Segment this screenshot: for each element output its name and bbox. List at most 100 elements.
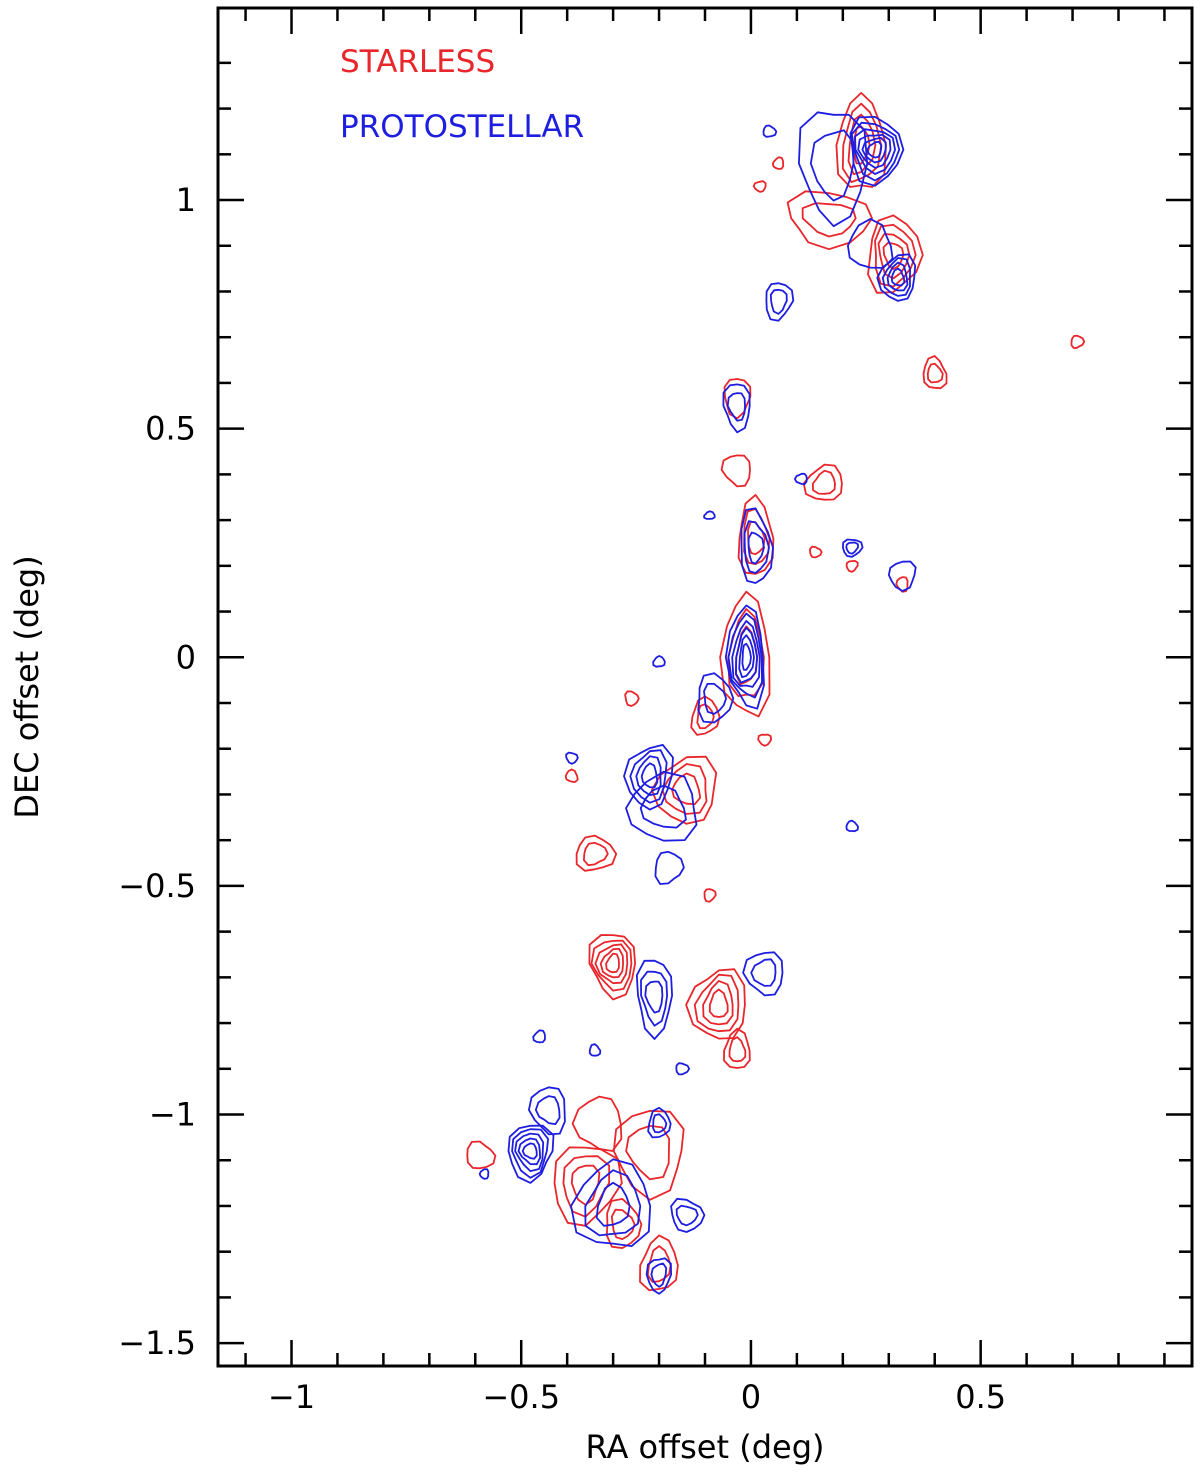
contour-protostellar	[584, 1169, 642, 1237]
contour-starless	[690, 695, 721, 736]
contour-protostellar	[511, 1128, 549, 1179]
contour-starless	[612, 1110, 685, 1201]
contour-protostellar	[670, 1197, 706, 1233]
contour-starless	[728, 1036, 747, 1063]
contour-protostellar	[845, 541, 859, 555]
series-protostellar	[478, 111, 917, 1295]
contour-starless	[605, 1198, 643, 1249]
contour-protostellar	[514, 1132, 545, 1172]
contour-starless	[624, 690, 640, 707]
contour-starless	[895, 576, 909, 593]
tick-layer	[218, 8, 1192, 1366]
contour-protostellar	[534, 1095, 561, 1125]
contour-starless	[575, 834, 618, 872]
tick-label-layer: −1 −0.5 0 0.5 −1.5 −1 −0.5 0 0.5 1	[118, 181, 1006, 1416]
y-tick-label: 0.5	[145, 410, 196, 448]
contour-protostellar	[857, 134, 892, 169]
contour-starless	[564, 768, 579, 783]
contour-protostellar	[595, 1181, 631, 1227]
contour-protostellar	[629, 749, 668, 804]
contour-protostellar	[740, 507, 774, 584]
contour-protostellar	[747, 531, 765, 565]
x-tick-label: 0	[741, 1378, 761, 1416]
contour-protostellar	[724, 604, 765, 710]
contour-starless	[737, 494, 775, 575]
x-tick-label: −1	[268, 1378, 315, 1416]
contour-protostellar	[842, 538, 864, 558]
contour-protostellar	[654, 850, 685, 885]
contour-protostellar	[521, 1142, 538, 1160]
contour-protostellar	[697, 672, 735, 724]
contour-protostellar	[743, 520, 770, 574]
contour-starless	[771, 156, 785, 170]
contour-protostellar	[742, 951, 784, 997]
contour-protostellar	[647, 1106, 672, 1139]
contour-protostellar	[845, 819, 859, 833]
contour-protostellar	[640, 970, 668, 1027]
contour-protostellar	[854, 128, 896, 175]
legend-label-protostellar: PROTOSTELLAR	[340, 109, 584, 145]
contour-protostellar	[639, 784, 687, 829]
contour-protostellar	[703, 510, 716, 520]
contour-starless	[599, 948, 624, 979]
contour-protostellar	[735, 626, 758, 684]
x-tick-label: 0.5	[955, 1378, 1006, 1416]
contour-protostellar	[635, 959, 673, 1040]
contour-starless	[571, 1095, 623, 1152]
contour-protostellar	[847, 218, 894, 269]
contour-protostellar	[726, 392, 746, 422]
contour-starless	[922, 355, 948, 390]
contour-protostellar	[570, 1158, 652, 1247]
contour-protostellar	[652, 1113, 668, 1134]
contour-starless	[671, 772, 702, 805]
contour-starless	[720, 454, 751, 488]
contour-protostellar	[809, 129, 855, 202]
contour-protostellar	[703, 683, 727, 715]
contour-protostellar	[675, 1062, 691, 1076]
contour-protostellar	[565, 751, 579, 765]
contour-protostellar	[478, 1168, 490, 1180]
contour-starless	[882, 241, 905, 270]
contour-starless	[752, 180, 767, 193]
contour-protostellar	[588, 1043, 602, 1057]
contour-starless	[719, 590, 771, 718]
contour-starless	[651, 755, 718, 825]
x-axis-label: RA offset (deg)	[586, 1428, 825, 1466]
contour-starless	[594, 943, 629, 985]
contour-starless	[845, 560, 859, 573]
y-tick-label: 1	[176, 181, 196, 219]
contour-protostellar	[881, 257, 911, 297]
contour-protostellar	[750, 958, 777, 987]
contour-layer	[466, 92, 1086, 1295]
contour-starless	[723, 1027, 751, 1069]
y-axis-label: DEC offset (deg)	[8, 555, 46, 818]
contour-protostellar	[794, 472, 808, 485]
contour-starless	[685, 968, 746, 1040]
contour-starless	[583, 841, 609, 867]
contour-starless	[703, 888, 717, 903]
contour-starless	[590, 939, 633, 992]
contour-protostellar	[532, 1029, 546, 1044]
y-tick-label: −1	[149, 1096, 196, 1134]
contour-protostellar	[741, 642, 752, 671]
contour-protostellar	[765, 282, 795, 322]
contour-protostellar	[769, 288, 788, 315]
contour-starless	[702, 980, 734, 1026]
y-tick-label: 0	[176, 638, 196, 676]
x-tick-label: −0.5	[482, 1378, 560, 1416]
contour-starless	[1070, 334, 1086, 349]
contour-starless	[696, 703, 715, 730]
contour-starless	[588, 934, 636, 1001]
contour-protostellar	[625, 770, 698, 842]
contour-protostellar	[517, 1137, 541, 1166]
y-tick-label: −1.5	[118, 1324, 196, 1362]
contour-protostellar	[652, 655, 666, 668]
legend-label-starless: STARLESS	[340, 44, 495, 80]
contour-protostellar	[798, 111, 869, 228]
contour-protostellar	[675, 1204, 699, 1227]
contour-starless	[693, 973, 740, 1033]
contour-protostellar	[650, 1262, 668, 1288]
contour-protostellar	[528, 1086, 566, 1136]
contour-starless	[757, 733, 772, 747]
contour-starless	[801, 202, 857, 238]
